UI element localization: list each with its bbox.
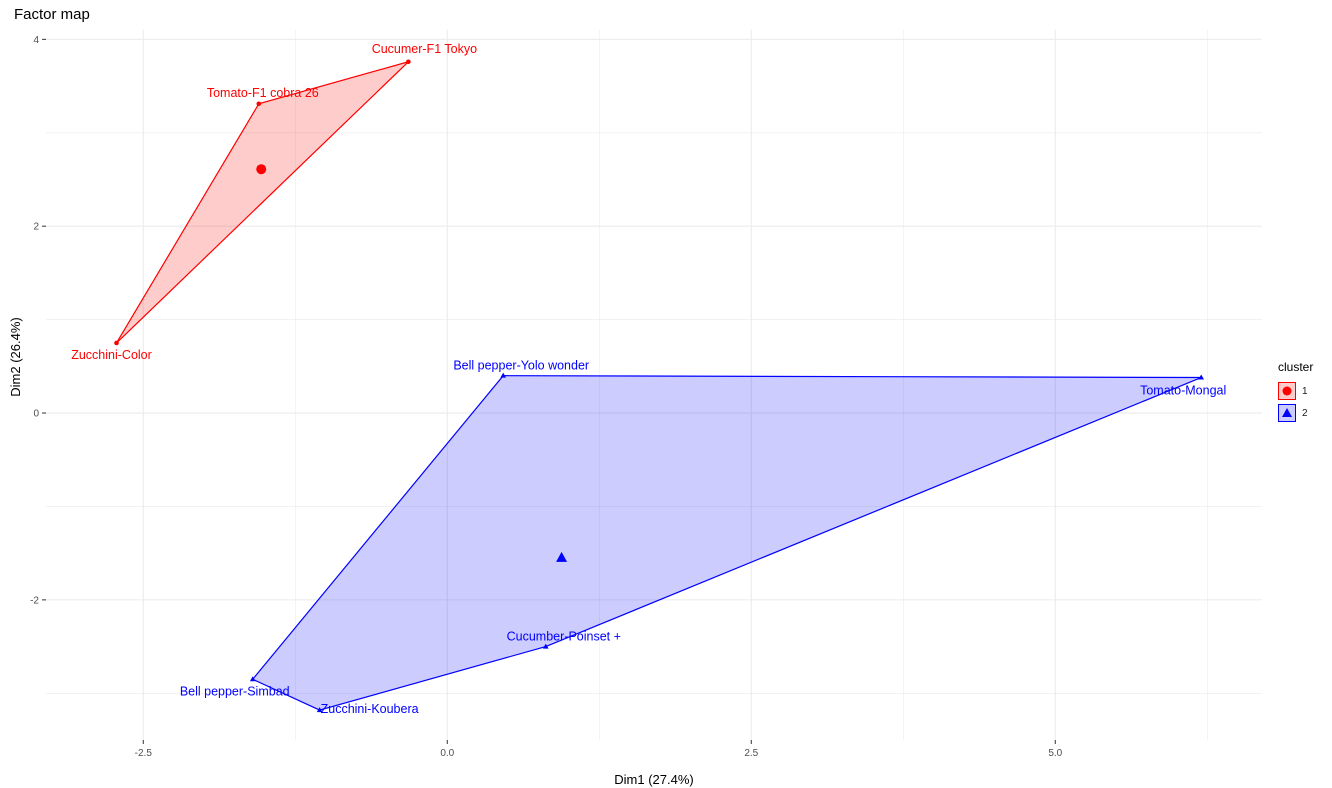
cluster-1-hull [116,61,409,344]
cluster-2-centroid [556,551,568,562]
cluster-2-point [542,643,549,649]
axes: -2.5 0.0 2.5 5.0 -2 0 2 4 Dim1 (27.4%) Dim2 (26.4… [8,35,1063,787]
y-tick-label: 2 [33,222,39,233]
point-label: Cucumber-Poinset + [507,630,621,644]
legend-label: 2 [1302,407,1308,419]
x-axis-title: Dim1 (27.4%) [614,772,693,787]
legend-item-1: 1 [1278,380,1313,402]
legend-label: 1 [1302,385,1308,397]
legend-key-triangle-icon [1278,404,1296,422]
cluster-2-point [500,372,507,378]
y-tick-label: -2 [30,595,39,606]
x-tick-label: 5.0 [1048,748,1062,759]
y-tick-label: 0 [33,409,39,420]
cluster-2-point [316,707,323,713]
x-tick-label: -2.5 [135,748,153,759]
cluster-1-point [114,340,119,346]
cluster-1-point [256,101,262,107]
data-points [114,59,1204,713]
cluster-1-centroid [256,164,267,175]
y-axis-title: Dim2 (26.4%) [8,317,23,396]
x-tick-label: 2.5 [744,748,758,759]
cluster-2-point [1198,374,1204,380]
cluster-2-point [249,676,256,682]
cluster-1-point [406,59,411,65]
point-label: Bell pepper-Simbad [180,684,290,698]
legend-title: cluster [1278,360,1314,374]
y-tick-label: 4 [33,35,39,46]
legend-item-2: 2 [1278,402,1313,424]
point-label: Tomato-Mongal [1140,384,1226,398]
point-label: Zucchini-Color [71,348,152,362]
legend-key-circle-icon [1278,382,1296,400]
cluster-hulls [116,61,1202,711]
point-labels: Cucumer-F1 Tokyo Tomato-F1 cobra 26 Zucchi… [71,42,1226,716]
cluster-2-hull [251,375,1202,711]
chart-title: Factor map [14,6,90,23]
point-label: Zucchini-Koubera [321,702,419,716]
x-tick-label: 0.0 [440,748,454,759]
grid-lines [46,30,1262,740]
point-label: Tomato-F1 cobra 26 [207,86,319,100]
point-label: Cucumer-F1 Tokyo [372,42,477,56]
legend: cluster 1 2 [1278,360,1313,424]
point-label: Bell pepper-Yolo wonder [453,359,589,373]
